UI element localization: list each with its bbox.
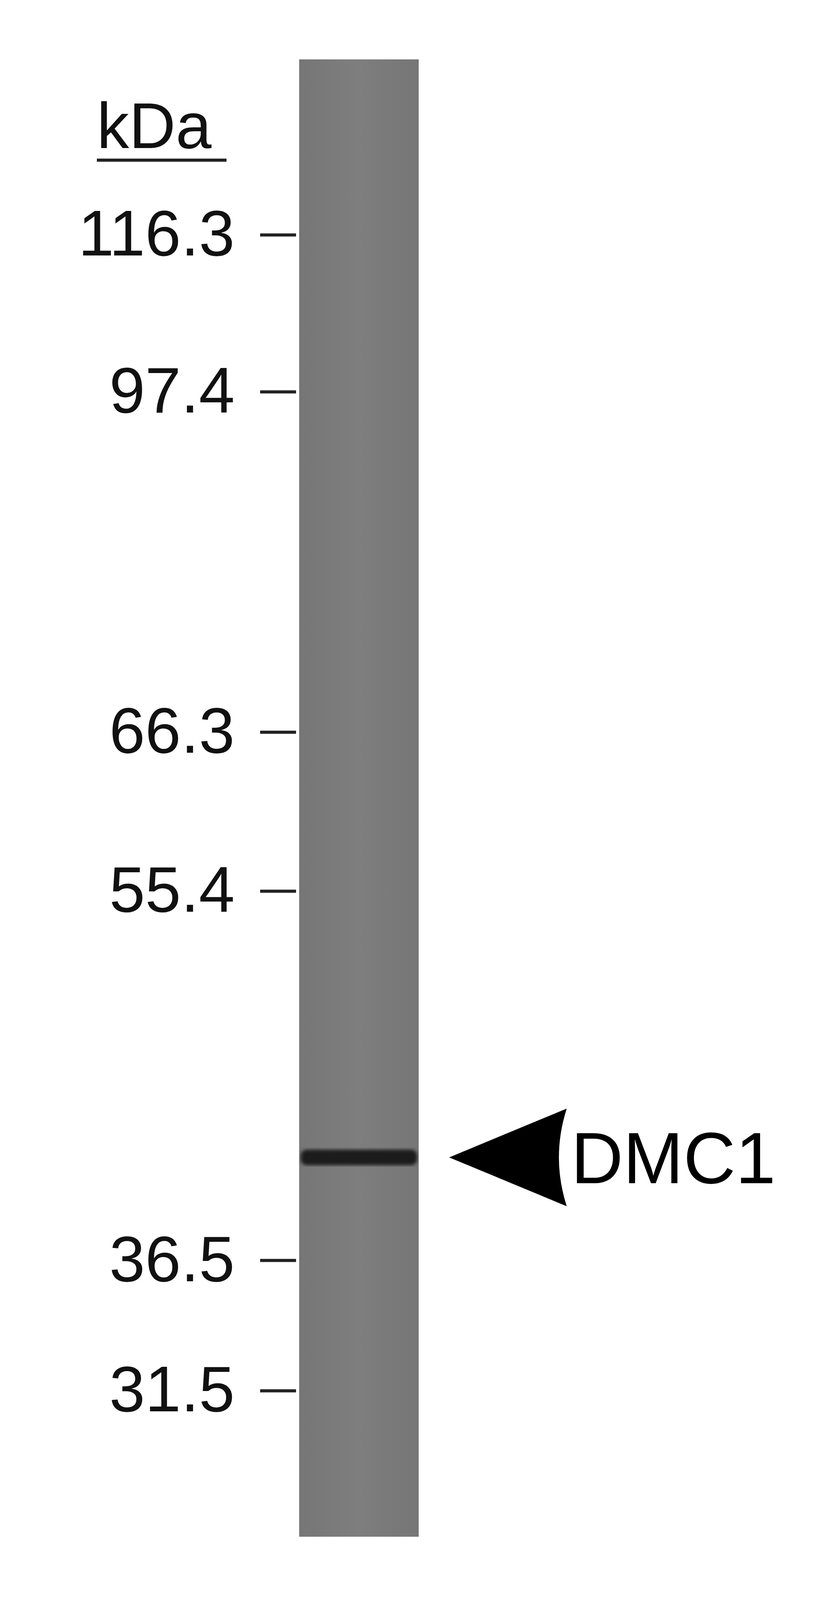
- tick-label: 31.5: [109, 1352, 235, 1425]
- tick-mark: [260, 730, 297, 734]
- tick: 66.3: [109, 694, 297, 767]
- axis-title: kDa: [96, 89, 212, 162]
- tick: 36.5: [109, 1222, 297, 1295]
- tick-label: 66.3: [109, 694, 235, 767]
- tick: 116.3: [78, 197, 297, 270]
- tick-mark: [260, 1389, 297, 1393]
- band: [300, 1149, 418, 1166]
- tick-label: 97.4: [109, 354, 235, 427]
- tick-mark: [260, 889, 297, 893]
- band-label: DMC1: [571, 1117, 776, 1199]
- figure: 116.3 97.4 66.3 55.4 36.5 31.5 kDa DMC1: [0, 0, 828, 1600]
- tick: 31.5: [109, 1352, 297, 1425]
- y-axis: 116.3 97.4 66.3 55.4 36.5 31.5: [78, 197, 297, 1425]
- tick-mark: [260, 390, 297, 394]
- tick-label: 36.5: [109, 1222, 235, 1295]
- tick-mark: [260, 233, 297, 237]
- tick-label: 116.3: [78, 197, 235, 270]
- axis-line: [296, 235, 297, 1391]
- bands: [300, 1149, 418, 1166]
- tick-mark: [260, 1258, 297, 1262]
- tick: 97.4: [109, 354, 297, 427]
- arrowhead: [449, 1108, 567, 1207]
- gel-lane: [299, 59, 419, 1537]
- underline: [96, 158, 227, 162]
- tick: 55.4: [109, 853, 297, 926]
- tick-label: 55.4: [109, 853, 235, 926]
